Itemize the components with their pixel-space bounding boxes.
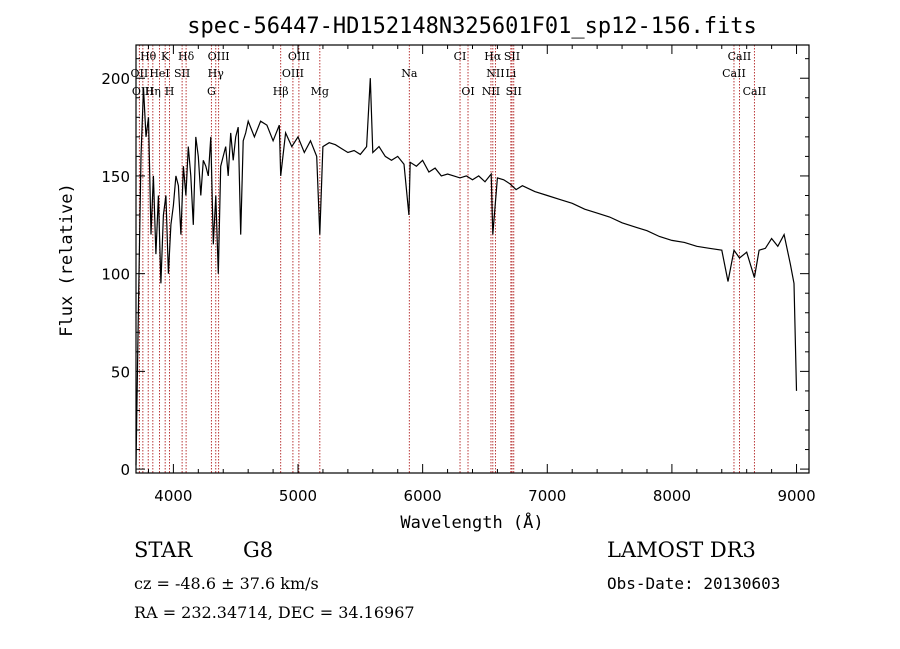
line-label: G (207, 85, 216, 98)
line-label: OIII (208, 50, 230, 63)
object-class: STAR (134, 538, 193, 562)
x-axis-label: Wavelength (Å) (400, 511, 543, 533)
line-label: Na (401, 67, 418, 80)
line-label: SII (506, 85, 522, 98)
y-tick-label: 200 (101, 70, 130, 88)
plot-frame (135, 44, 810, 474)
object-subclass: G8 (243, 538, 274, 562)
chart-title: spec-56447-HD152148N325601F01_sp12-156.f… (187, 14, 757, 39)
line-label: Hγ (208, 67, 225, 80)
line-label: Hθ (140, 50, 157, 63)
line-label: Mg (311, 85, 329, 98)
y-tick-label: 100 (101, 266, 130, 284)
line-label: NII (482, 85, 500, 98)
line-label: H (165, 85, 175, 98)
line-label: SII (504, 50, 520, 63)
line-label: OI (461, 85, 474, 98)
line-label: SII (174, 67, 190, 80)
line-label: CaII (722, 67, 746, 80)
spectrum-line (135, 78, 798, 466)
coordinates: RA = 232.34714, DEC = 34.16967 (134, 603, 415, 622)
line-label: K (161, 50, 170, 63)
line-label: OIII (282, 67, 304, 80)
y-tick-label: 50 (111, 363, 130, 381)
line-label: CI (454, 50, 467, 63)
x-tick-label: 4000 (154, 487, 192, 505)
line-label: HeI (149, 67, 169, 80)
line-label: Li (505, 67, 516, 80)
y-tick-label: 150 (101, 168, 130, 186)
axis-ticks: 4000 5000 6000 7000 8000 9000 0 50 100 150 200 (101, 45, 816, 505)
survey-name: LAMOST DR3 (607, 538, 756, 562)
line-label: Hβ (273, 85, 289, 98)
y-tick-label: 0 (120, 461, 130, 479)
line-label: Hη (145, 85, 161, 98)
line-label: NII (486, 67, 504, 80)
x-tick-label: 5000 (279, 487, 317, 505)
line-label: Hα (484, 50, 502, 63)
line-label: Hδ (178, 50, 195, 63)
x-tick-label: 9000 (777, 487, 815, 505)
x-tick-label: 8000 (653, 487, 691, 505)
observation-date: Obs-Date: 20130603 (607, 574, 781, 593)
y-axis-label: Flux (relative) (57, 183, 77, 337)
line-label: OIII (288, 50, 310, 63)
x-tick-label: 7000 (528, 487, 566, 505)
emission-line-markers (138, 45, 755, 473)
line-label: OII (131, 67, 149, 80)
redshift-velocity: cz = -48.6 ± 37.6 km/s (134, 574, 319, 593)
line-label: CaII (743, 85, 767, 98)
x-tick-label: 6000 (404, 487, 442, 505)
line-label: CaII (728, 50, 752, 63)
